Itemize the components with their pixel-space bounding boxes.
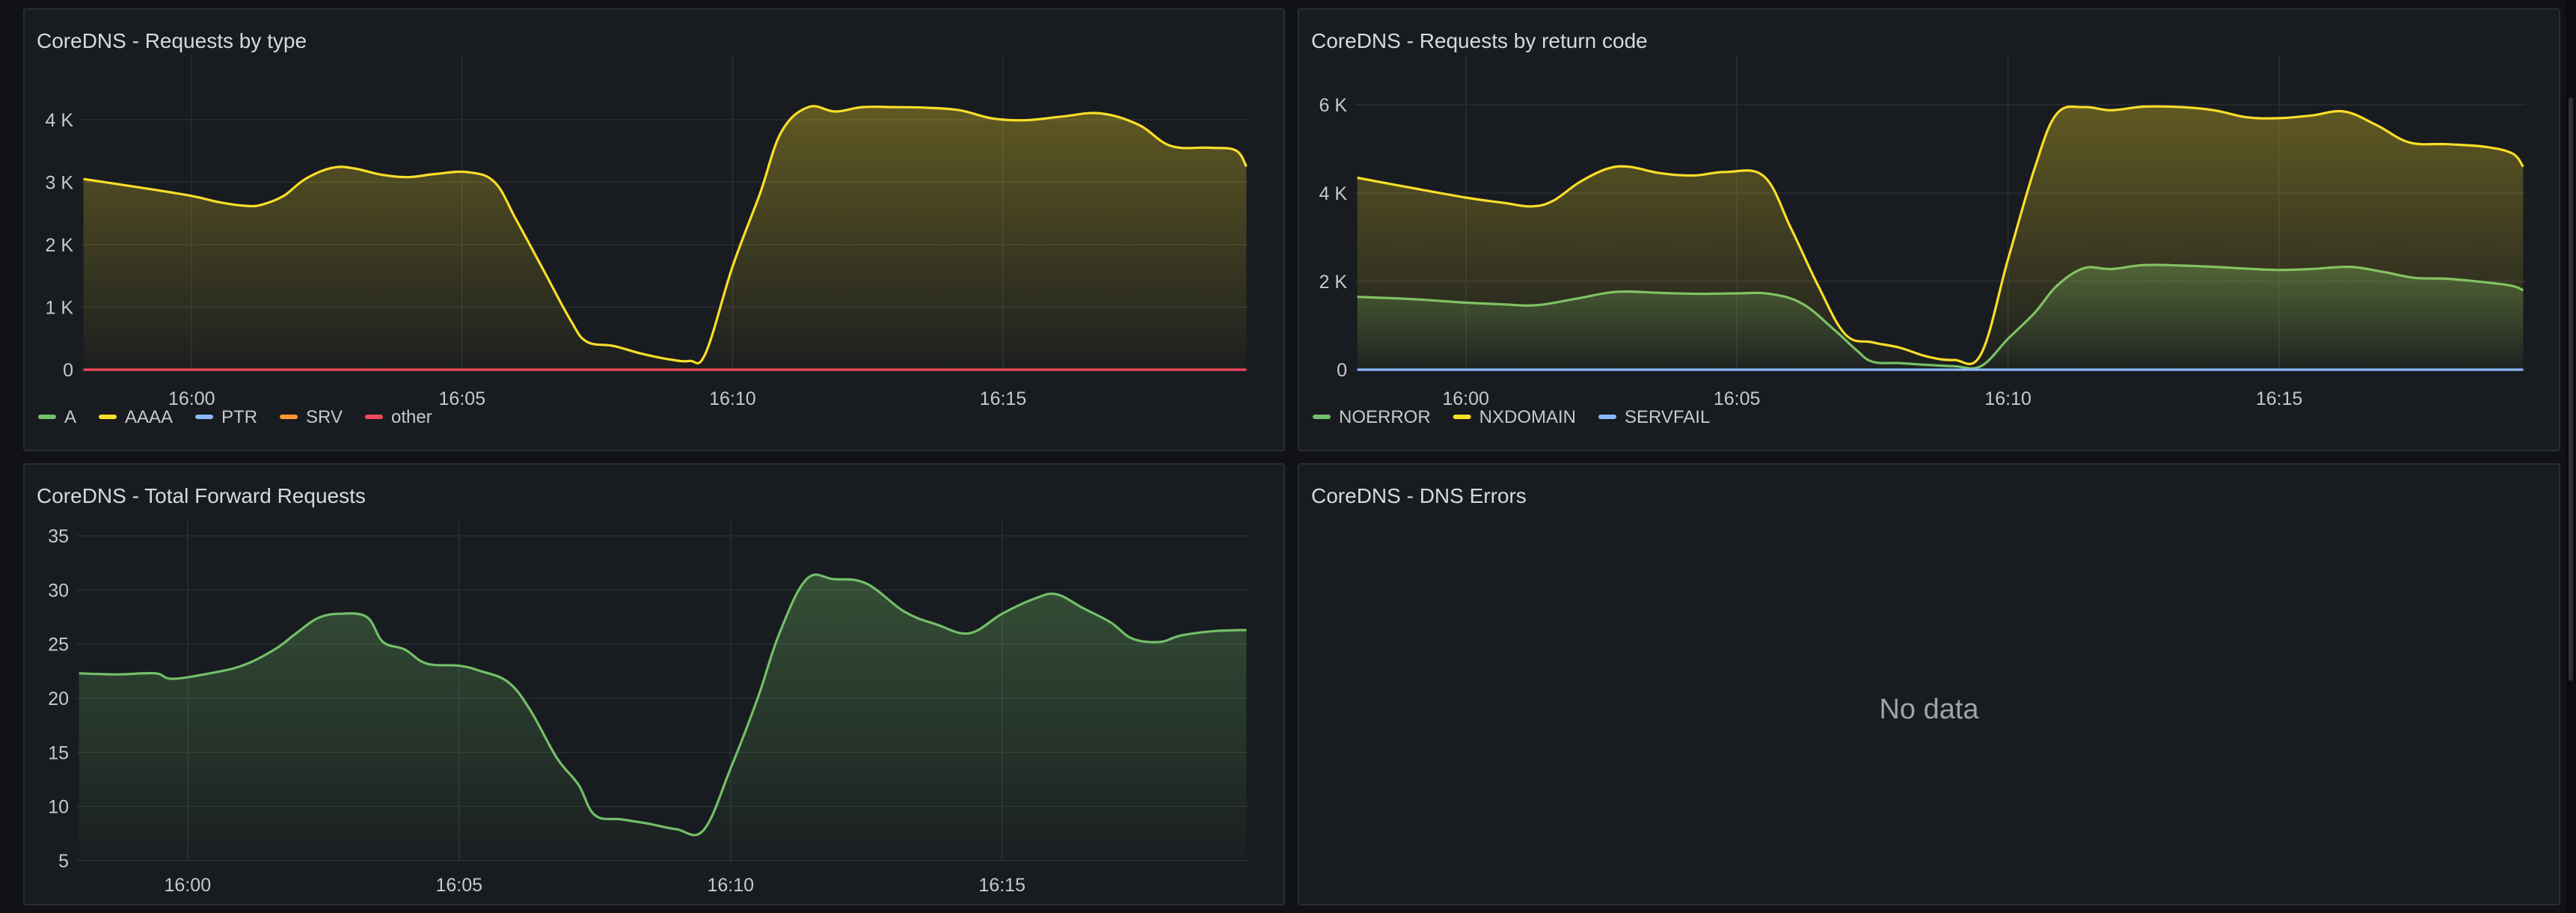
- svg-text:AAAA: AAAA: [125, 407, 173, 427]
- svg-text:SERVFAIL: SERVFAIL: [1625, 407, 1710, 427]
- x-tick-label: 16:15: [2256, 388, 2303, 409]
- svg-text:NOERROR: NOERROR: [1339, 407, 1431, 427]
- legend-item-a[interactable]: A: [38, 407, 76, 427]
- x-tick-label: 16:10: [709, 388, 756, 409]
- x-tick-label: 16:05: [439, 388, 486, 409]
- y-tick-label: 4 K: [45, 110, 73, 131]
- y-tick-label: 2 K: [45, 235, 73, 256]
- y-tick-label: 5: [58, 851, 69, 872]
- no-data-message: No data: [1879, 694, 1979, 725]
- panel-requests-by-type: CoreDNS - Requests by type 0 1 K 2 K 3 K 4 K…: [23, 8, 1285, 451]
- svg-text:NXDOMAIN: NXDOMAIN: [1479, 407, 1576, 427]
- panel-dns-errors: CoreDNS - DNS Errors No data: [1298, 463, 2560, 906]
- series-area-aaaa: [83, 106, 1247, 370]
- y-tick-label: 0: [63, 360, 73, 381]
- chart-requests-by-type: 01 K2 K3 K4 K16:00 16:05 16:10 16:15A AAAA PT…: [38, 55, 1249, 427]
- chart-requests-by-return-code: 0 2 K 4 K 6 K 16:00 16:05 16:10 16:15 NOERROR NXD…: [1313, 55, 2526, 427]
- series-area-value: [79, 574, 1247, 861]
- x-tick-label: 16:15: [980, 388, 1027, 409]
- panel-title[interactable]: CoreDNS - Total Forward Requests: [37, 484, 366, 507]
- panel-title[interactable]: CoreDNS - Requests by return code: [1311, 29, 1648, 52]
- x-tick-label: 16:05: [435, 875, 482, 896]
- y-tick-label: 25: [48, 635, 69, 656]
- panel-title[interactable]: CoreDNS - Requests by type: [37, 29, 307, 52]
- series-line-value[interactable]: [79, 573, 1247, 837]
- legend-item-ptr[interactable]: PTR: [195, 407, 257, 427]
- panel-total-forward-requests: CoreDNS - Total Forward Requests 5 10 15 20…: [23, 463, 1285, 906]
- series-line-aaaa[interactable]: [83, 105, 1248, 364]
- svg-text:A: A: [64, 407, 76, 427]
- y-tick-label: 15: [48, 742, 69, 763]
- x-tick-label: 16:00: [1442, 388, 1489, 409]
- y-tick-label: 4 K: [1319, 183, 1347, 204]
- page-scrollbar[interactable]: [2566, 0, 2576, 913]
- y-tick-label: 30: [48, 580, 69, 601]
- y-tick-label: 6 K: [1319, 95, 1347, 116]
- svg-text:SRV: SRV: [306, 407, 343, 427]
- legend-item-aaaa[interactable]: AAAA: [99, 407, 173, 427]
- panel-requests-by-return-code: CoreDNS - Requests by return code 0 2 K 4 …: [1298, 8, 2560, 451]
- x-tick-label: 16:00: [168, 388, 215, 409]
- y-tick-label: 0: [1337, 360, 1347, 381]
- scrollbar-thumb[interactable]: [2569, 97, 2573, 681]
- legend-item-nxdomain[interactable]: NXDOMAIN: [1453, 407, 1576, 427]
- y-tick-label: 2 K: [1319, 272, 1347, 293]
- series-area-nxdomain: [1357, 106, 2524, 370]
- x-tick-label: 16:10: [707, 875, 754, 896]
- legend-item-other[interactable]: other: [364, 407, 432, 427]
- y-tick-label: 35: [48, 526, 69, 547]
- y-tick-label: 3 K: [45, 172, 73, 193]
- y-tick-label: 10: [48, 797, 69, 818]
- legend-item-srv[interactable]: SRV: [280, 407, 343, 427]
- x-tick-label: 16:00: [165, 875, 212, 896]
- panel-title[interactable]: CoreDNS - DNS Errors: [1311, 484, 1527, 507]
- svg-text:other: other: [391, 407, 432, 427]
- svg-text:PTR: PTR: [221, 407, 257, 427]
- y-tick-label: 1 K: [45, 297, 73, 318]
- series-line-nxdomain[interactable]: [1357, 105, 2524, 365]
- x-tick-label: 16:10: [1984, 388, 2031, 409]
- chart-total-forward-requests: 5 10 15 20 25 30 35 16:00 16:05 16:10 16:15: [48, 521, 1249, 896]
- legend-item-noerror[interactable]: NOERROR: [1313, 407, 1431, 427]
- x-tick-label: 16:15: [978, 875, 1025, 896]
- x-tick-label: 16:05: [1714, 388, 1761, 409]
- legend-item-servfail[interactable]: SERVFAIL: [1598, 407, 1710, 427]
- y-tick-label: 20: [48, 688, 69, 709]
